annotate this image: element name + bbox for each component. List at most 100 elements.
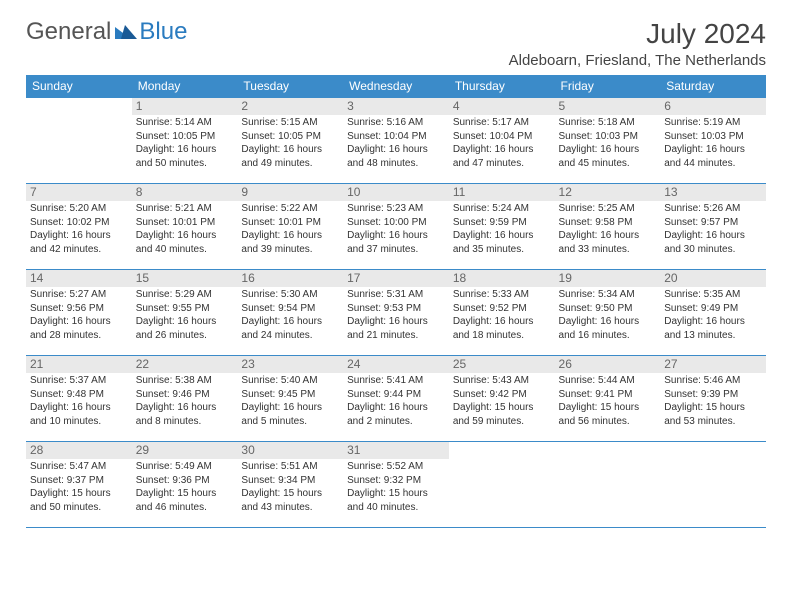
day-number: 23 [237,356,343,373]
day-cell: 17Sunrise: 5:31 AMSunset: 9:53 PMDayligh… [343,270,449,356]
sunrise-text: Sunrise: 5:33 AM [453,289,551,302]
daylight-text: Daylight: 16 hours [559,230,657,243]
sunrise-text: Sunrise: 5:15 AM [241,117,339,130]
calendar-row: 21Sunrise: 5:37 AMSunset: 9:48 PMDayligh… [26,356,766,442]
daylight-text: and 33 minutes. [559,244,657,257]
daylight-text: Daylight: 16 hours [347,144,445,157]
sunrise-text: Sunrise: 5:44 AM [559,375,657,388]
sunset-text: Sunset: 9:46 PM [136,389,234,402]
sunrise-text: Sunrise: 5:20 AM [30,203,128,216]
sunset-text: Sunset: 10:04 PM [453,131,551,144]
weekday-header: Tuesday [237,75,343,98]
day-cell: 19Sunrise: 5:34 AMSunset: 9:50 PMDayligh… [555,270,661,356]
daylight-text: and 45 minutes. [559,158,657,171]
daylight-text: Daylight: 16 hours [453,230,551,243]
day-number: 9 [237,184,343,201]
day-number: 13 [660,184,766,201]
weekday-header: Saturday [660,75,766,98]
day-cell: 8Sunrise: 5:21 AMSunset: 10:01 PMDayligh… [132,184,238,270]
day-number: 5 [555,98,661,115]
daylight-text: and 53 minutes. [664,416,762,429]
sunrise-text: Sunrise: 5:49 AM [136,461,234,474]
daylight-text: and 30 minutes. [664,244,762,257]
daylight-text: Daylight: 16 hours [30,316,128,329]
sunrise-text: Sunrise: 5:52 AM [347,461,445,474]
day-number: 31 [343,442,449,459]
sunset-text: Sunset: 9:56 PM [30,303,128,316]
daylight-text: and 24 minutes. [241,330,339,343]
daylight-text: Daylight: 16 hours [559,144,657,157]
day-number: 25 [449,356,555,373]
day-cell: 14 Sunrise: 5:27 AMSunset: 9:56 PMDayligh… [26,270,132,356]
sunrise-text: Sunrise: 5:37 AM [30,375,128,388]
sunrise-text: Sunrise: 5:27 AM [30,289,128,302]
day-cell: 20Sunrise: 5:35 AMSunset: 9:49 PMDayligh… [660,270,766,356]
daylight-text: Daylight: 15 hours [136,488,234,501]
daylight-text: and 13 minutes. [664,330,762,343]
sunset-text: Sunset: 9:50 PM [559,303,657,316]
calendar-row: 7Sunrise: 5:20 AMSunset: 10:02 PMDayligh… [26,184,766,270]
day-number: 28 [26,442,132,459]
day-number: 10 [343,184,449,201]
sunrise-text: Sunrise: 5:47 AM [30,461,128,474]
daylight-text: Daylight: 16 hours [30,230,128,243]
day-cell: 21Sunrise: 5:37 AMSunset: 9:48 PMDayligh… [26,356,132,442]
empty-cell [555,442,661,528]
daylight-text: Daylight: 16 hours [347,316,445,329]
day-number: 27 [660,356,766,373]
day-number: 4 [449,98,555,115]
sunrise-text: Sunrise: 5:29 AM [136,289,234,302]
daylight-text: Daylight: 16 hours [30,402,128,415]
day-cell: 25Sunrise: 5:43 AMSunset: 9:42 PMDayligh… [449,356,555,442]
day-cell: 1Sunrise: 5:14 AMSunset: 10:05 PMDayligh… [132,98,238,184]
day-number: 21 [26,356,132,373]
calendar-row: 1Sunrise: 5:14 AMSunset: 10:05 PMDayligh… [26,98,766,184]
day-cell: 6Sunrise: 5:19 AMSunset: 10:03 PMDayligh… [660,98,766,184]
day-number: 3 [343,98,449,115]
sunset-text: Sunset: 10:05 PM [136,131,234,144]
sunrise-text: Sunrise: 5:19 AM [664,117,762,130]
day-number: 20 [660,270,766,287]
sunrise-text: Sunrise: 5:14 AM [136,117,234,130]
daylight-text: and 40 minutes. [136,244,234,257]
day-cell: 10Sunrise: 5:23 AMSunset: 10:00 PMDaylig… [343,184,449,270]
day-cell: 31Sunrise: 5:52 AMSunset: 9:32 PMDayligh… [343,442,449,528]
daylight-text: and 46 minutes. [136,502,234,515]
day-cell: 23Sunrise: 5:40 AMSunset: 9:45 PMDayligh… [237,356,343,442]
daylight-text: and 50 minutes. [30,502,128,515]
sunset-text: Sunset: 10:00 PM [347,217,445,230]
calendar-table: SundayMondayTuesdayWednesdayThursdayFrid… [26,75,766,528]
daylight-text: Daylight: 16 hours [347,402,445,415]
sunset-text: Sunset: 9:45 PM [241,389,339,402]
daylight-text: Daylight: 15 hours [559,402,657,415]
daylight-text: Daylight: 16 hours [241,316,339,329]
sunrise-text: Sunrise: 5:18 AM [559,117,657,130]
sunset-text: Sunset: 10:05 PM [241,131,339,144]
sunrise-text: Sunrise: 5:26 AM [664,203,762,216]
sunrise-text: Sunrise: 5:17 AM [453,117,551,130]
weekday-header: Wednesday [343,75,449,98]
sunrise-text: Sunrise: 5:23 AM [347,203,445,216]
day-cell: 7Sunrise: 5:20 AMSunset: 10:02 PMDayligh… [26,184,132,270]
sunset-text: Sunset: 9:34 PM [241,475,339,488]
daylight-text: Daylight: 15 hours [664,402,762,415]
daylight-text: Daylight: 15 hours [241,488,339,501]
daylight-text: and 16 minutes. [559,330,657,343]
sunset-text: Sunset: 9:41 PM [559,389,657,402]
daylight-text: and 49 minutes. [241,158,339,171]
day-number: 11 [449,184,555,201]
daylight-text: Daylight: 16 hours [136,402,234,415]
empty-cell [449,442,555,528]
weekday-header: Sunday [26,75,132,98]
daylight-text: and 26 minutes. [136,330,234,343]
weekday-header: Monday [132,75,238,98]
day-number: 7 [26,184,132,201]
day-number: 14 [26,270,132,287]
daylight-text: and 42 minutes. [30,244,128,257]
sunset-text: Sunset: 9:49 PM [664,303,762,316]
day-number: 17 [343,270,449,287]
empty-cell [660,442,766,528]
day-cell: 4Sunrise: 5:17 AMSunset: 10:04 PMDayligh… [449,98,555,184]
sunset-text: Sunset: 9:55 PM [136,303,234,316]
sunset-text: Sunset: 9:36 PM [136,475,234,488]
